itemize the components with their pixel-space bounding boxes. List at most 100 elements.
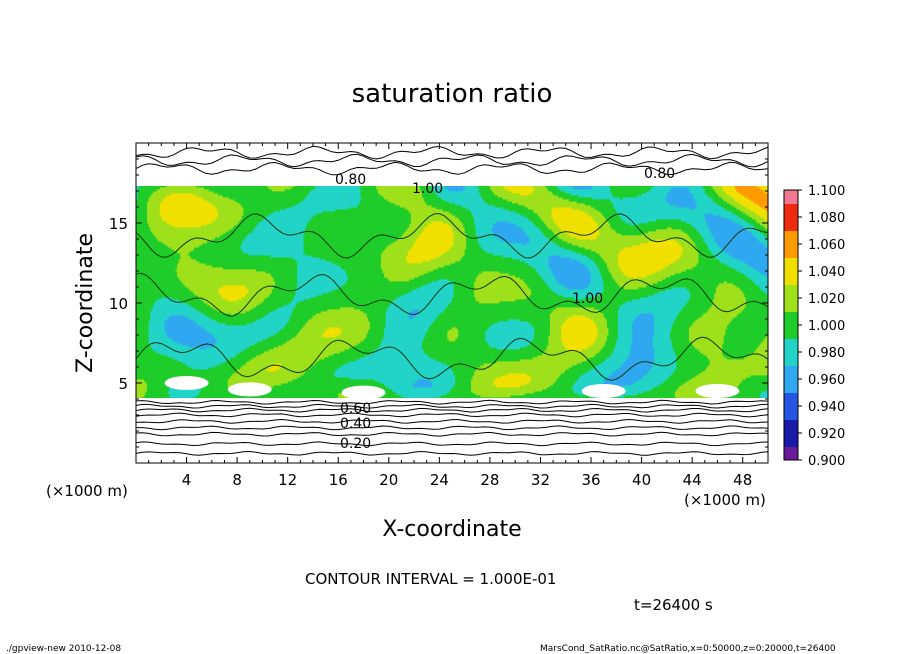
field-cell: [298, 391, 301, 394]
field-cell: [532, 397, 535, 398]
field-cell: [556, 393, 559, 396]
field-cell: [741, 397, 744, 398]
field-cell: [440, 391, 443, 394]
field-cell: [268, 397, 271, 398]
field-cell: [674, 397, 677, 398]
field-cell: [540, 397, 543, 398]
field-cell: [518, 395, 521, 398]
field-cell: [532, 391, 535, 394]
field-cell: [189, 393, 192, 396]
field-cell: [421, 391, 424, 394]
field-cell: [197, 389, 200, 392]
field-cell: [159, 395, 162, 398]
field-cell: [148, 389, 151, 392]
field-cell: [189, 391, 192, 394]
field-cell: [538, 389, 541, 392]
field-cell: [339, 387, 342, 390]
field-cell: [412, 391, 415, 394]
field-cell: [297, 397, 300, 398]
field-cell: [687, 395, 690, 398]
field-cell: [684, 397, 687, 398]
field-cell: [516, 395, 519, 398]
field-cell: [700, 395, 703, 398]
field-cell: [407, 387, 410, 390]
field-cell: [410, 395, 413, 398]
field-cell: [761, 389, 764, 392]
field-cell: [218, 389, 221, 392]
field-cell: [676, 397, 679, 398]
field-cell: [666, 395, 669, 398]
field-cell: [692, 393, 695, 396]
field-cell: [208, 393, 211, 396]
field-cell: [319, 397, 322, 398]
field-cell: [224, 391, 227, 394]
field-cell: [676, 389, 679, 392]
field-cell: [568, 393, 571, 396]
field-cell: [418, 389, 421, 392]
field-cell: [753, 393, 756, 396]
field-cell: [156, 391, 159, 394]
field-cell: [760, 393, 763, 396]
field-cell: [301, 387, 304, 390]
field-cell: [518, 391, 521, 394]
field-cell: [556, 395, 559, 398]
field-cell: [294, 397, 296, 398]
field-cell: [178, 395, 181, 398]
field-cell: [491, 395, 494, 398]
field-cell: [421, 397, 424, 398]
field-cell: [657, 397, 660, 398]
field-cell: [505, 391, 508, 394]
field-cell: [745, 393, 748, 396]
field-cell: [308, 395, 311, 398]
field-cell: [188, 393, 191, 396]
field-cell: [448, 393, 451, 396]
field-cell: [434, 395, 437, 398]
field-cell: [447, 389, 450, 392]
field-cell: [545, 391, 548, 394]
field-cell: [295, 389, 298, 392]
field-cell: [658, 391, 661, 394]
field-cell: [521, 393, 524, 396]
field-cell: [448, 391, 451, 394]
field-cell: [227, 391, 230, 394]
field-cell: [758, 389, 761, 392]
field-cell: [663, 391, 666, 394]
field-cell: [456, 397, 459, 398]
field-cell: [324, 395, 326, 398]
field-cell: [388, 389, 391, 392]
field-cell: [306, 391, 309, 394]
field-cell: [434, 397, 437, 398]
field-cell: [401, 393, 404, 396]
field-cell: [681, 389, 684, 392]
field-cell: [764, 389, 767, 392]
field-cell: [218, 393, 221, 396]
field-cell: [494, 397, 497, 398]
field-cell: [663, 389, 666, 392]
field-cell: [535, 391, 538, 394]
field-cell: [325, 395, 328, 398]
field-cell: [453, 389, 456, 392]
field-cell: [524, 393, 527, 396]
field-cell: [760, 397, 763, 398]
field-cell: [482, 391, 484, 394]
field-cell: [330, 387, 333, 390]
field-cell: [518, 393, 521, 396]
field-cell: [156, 395, 159, 398]
field-cell: [275, 395, 278, 398]
field-cell: [235, 395, 238, 398]
field-cell: [281, 387, 284, 390]
field-cell: [276, 397, 279, 398]
field-cell: [684, 391, 687, 394]
field-cell: [445, 397, 448, 398]
field-cell: [625, 391, 628, 394]
field-cell: [693, 393, 696, 396]
field-cell: [556, 397, 559, 398]
field-cell: [387, 395, 390, 398]
field-cell: [674, 395, 677, 398]
field-cell: [436, 391, 439, 394]
field-cell: [491, 393, 494, 396]
field-cell: [167, 395, 170, 398]
field-cell: [624, 397, 627, 398]
field-cell: [442, 393, 445, 396]
field-cell: [507, 395, 510, 398]
